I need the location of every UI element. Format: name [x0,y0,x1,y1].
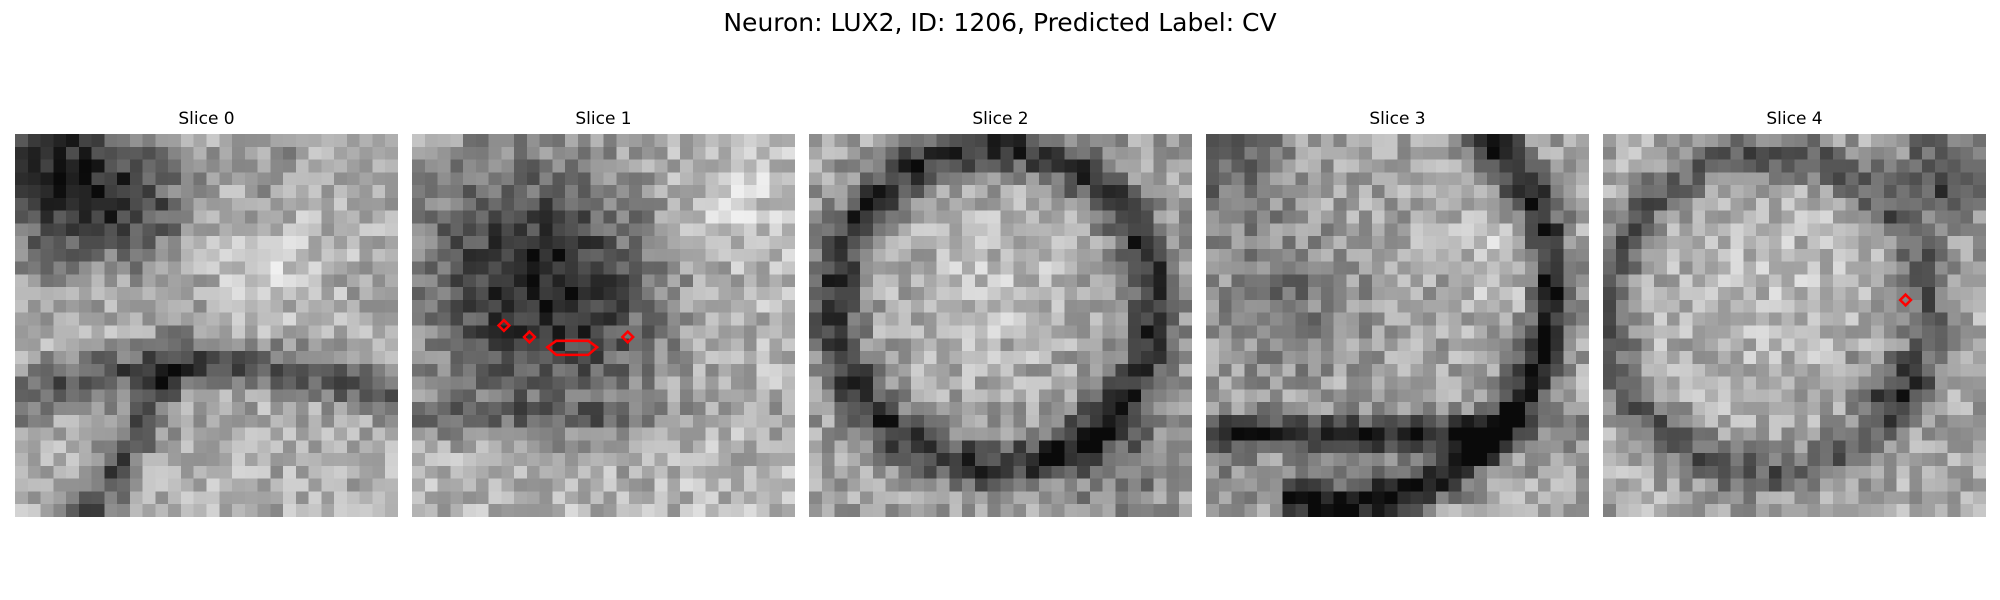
slice-panel-1: Slice 1 [412,108,795,517]
slice-title-4: Slice 4 [1766,109,1823,129]
slice-image-1 [412,134,795,517]
slice-image-3 [1206,134,1589,517]
slice-image-0 [15,134,398,517]
slice-panel-0: Slice 0 [15,108,398,517]
slice-panel-3: Slice 3 [1206,108,1589,517]
slice-title-0: Slice 0 [178,109,235,129]
slice-image-2 [809,134,1192,517]
slice-title-1: Slice 1 [575,109,632,129]
slice-title-3: Slice 3 [1369,109,1426,129]
slice-title-2: Slice 2 [972,109,1029,129]
annotation-marker [522,329,537,345]
annotation-marker [545,339,600,357]
annotation-marker [620,329,635,345]
figure-title: Neuron: LUX2, ID: 1206, Predicted Label:… [723,8,1277,37]
slice-panel-2: Slice 2 [809,108,1192,517]
annotation-marker [1898,292,1913,308]
slice-image-4 [1603,134,1986,517]
slice-panel-4: Slice 4 [1603,108,1986,517]
annotation-marker [496,318,512,333]
